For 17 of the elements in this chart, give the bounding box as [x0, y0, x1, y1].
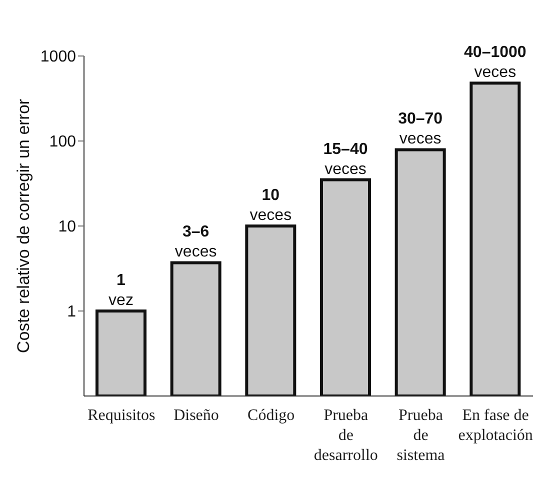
- data-label: 3–6 veces: [174, 224, 217, 261]
- data-label: 1 vez: [108, 272, 134, 309]
- data-label: 30–70 veces: [398, 110, 443, 148]
- data-label: 15–40 veces: [323, 140, 368, 178]
- y-tick-label: 1000: [40, 48, 76, 66]
- x-tick-label: Prueba de desarrollo: [314, 407, 378, 464]
- x-tick-label: Requisitos: [88, 407, 156, 424]
- y-tick-label: 100: [49, 134, 76, 151]
- x-tick-label: Diseño: [174, 407, 219, 424]
- data-label: 10 veces: [250, 187, 292, 224]
- x-tick-label: Código: [248, 407, 295, 424]
- x-tick-label: Prueba de sistema: [396, 407, 445, 464]
- x-tick-label: En fase de explotación: [458, 407, 533, 444]
- data-label: 40–1000 veces: [464, 44, 526, 82]
- y-tick-label: 10: [58, 218, 76, 236]
- y-axis-title: Coste relativo de corregir un error: [14, 98, 34, 354]
- y-tick-label: 1: [67, 304, 76, 321]
